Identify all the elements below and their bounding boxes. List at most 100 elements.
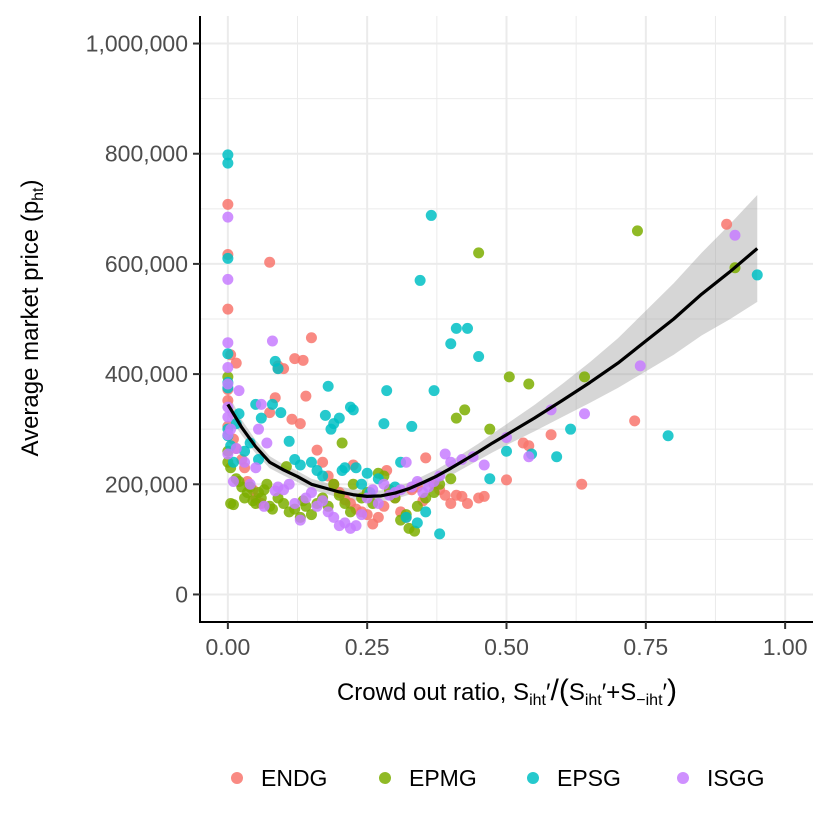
point-isgg	[222, 411, 234, 423]
point-epmg	[503, 371, 515, 383]
point-epsg	[406, 420, 418, 432]
point-isgg	[367, 484, 379, 496]
point-isgg	[255, 398, 267, 410]
point-epsg	[319, 409, 331, 421]
point-epsg	[473, 350, 485, 362]
point-epsg	[411, 517, 423, 529]
point-epmg	[328, 478, 340, 490]
point-isgg	[266, 335, 278, 347]
point-isgg	[523, 451, 535, 463]
x-axis-title-prime3: ′	[663, 679, 668, 706]
point-isgg	[222, 337, 234, 349]
x-axis-title-s1: S	[513, 679, 529, 706]
point-endg	[317, 456, 329, 468]
y-axis-title-sub: ht	[30, 187, 47, 201]
point-isgg	[261, 437, 273, 449]
point-epmg	[261, 478, 273, 490]
legend-label-epmg: EPMG	[409, 765, 477, 791]
point-epsg	[339, 462, 351, 474]
x-axis-title-s3: S	[620, 679, 636, 706]
point-isgg	[227, 476, 239, 488]
point-isgg	[222, 361, 234, 373]
point-epmg	[484, 423, 496, 435]
point-endg	[289, 353, 301, 365]
point-epsg	[501, 445, 512, 457]
x-axis-title-plus: +	[606, 679, 620, 706]
x-axis-title-close: )	[667, 674, 677, 707]
point-isgg	[289, 498, 301, 510]
x-axis-title-prime1: ′	[546, 679, 551, 706]
point-isgg	[250, 462, 262, 474]
point-epsg	[253, 453, 265, 465]
point-endg	[305, 332, 317, 344]
point-isgg	[439, 448, 451, 460]
point-epsg	[381, 385, 393, 397]
point-epsg	[266, 398, 278, 410]
point-epmg	[336, 437, 348, 449]
point-epmg	[227, 499, 239, 511]
point-epsg	[317, 470, 329, 482]
point-endg	[264, 407, 276, 419]
point-endg	[222, 198, 234, 210]
x-axis-ticks: 0.00 0.25 0.50 0.75 1.00	[205, 622, 808, 660]
point-epsg	[565, 423, 577, 435]
point-epsg	[420, 506, 432, 518]
point-endg	[264, 256, 276, 268]
legend-item-epsg: EPSG	[527, 765, 621, 791]
point-epsg	[222, 252, 234, 264]
y-axis-title: Average market price (pht)	[17, 179, 47, 456]
point-endg	[297, 354, 309, 366]
legend-key-isgg	[677, 772, 689, 784]
x-axis-title-sub2: iht	[585, 692, 602, 709]
point-epsg	[294, 459, 306, 471]
point-epsg	[255, 412, 267, 424]
point-isgg	[317, 495, 329, 507]
y-tick-label: 200,000	[105, 471, 188, 497]
legend-item-isgg: ISGG	[677, 765, 765, 791]
point-endg	[501, 474, 512, 486]
point-epsg	[378, 418, 390, 430]
x-axis-title-sub3: −iht	[636, 692, 663, 709]
point-isgg	[258, 500, 270, 512]
point-epmg	[459, 404, 471, 416]
x-tick-label: 0.00	[205, 634, 250, 660]
point-isgg	[579, 408, 591, 420]
y-axis-title-main: Average market price (p	[17, 201, 44, 457]
point-epsg	[275, 407, 287, 419]
y-tick-label: 800,000	[105, 141, 188, 167]
y-axis-ticks: 0 200,000 400,000 600,000 800,000 1,000,000	[86, 31, 200, 607]
point-isgg	[230, 442, 242, 454]
point-epsg	[461, 322, 473, 334]
y-tick-label: 600,000	[105, 251, 188, 277]
point-endg	[420, 452, 432, 464]
point-isgg	[225, 423, 237, 435]
x-tick-label: 1.00	[763, 634, 808, 660]
point-epsg	[450, 322, 462, 334]
x-axis-title-sub1: iht	[529, 692, 546, 709]
series-isgg	[222, 211, 741, 534]
point-isgg	[283, 478, 295, 490]
point-epmg	[445, 473, 457, 485]
point-endg	[576, 478, 588, 490]
point-endg	[294, 418, 306, 430]
point-epmg	[450, 412, 462, 424]
point-epsg	[400, 511, 412, 523]
point-epmg	[523, 378, 535, 390]
point-epsg	[414, 274, 426, 286]
point-epsg	[305, 456, 317, 468]
point-epsg	[350, 462, 362, 474]
legend-key-endg	[231, 772, 243, 784]
point-epmg	[344, 506, 356, 518]
y-tick-label: 1,000,000	[86, 31, 188, 57]
point-epsg	[222, 157, 234, 169]
legend-item-epmg: EPMG	[379, 765, 477, 791]
point-isgg	[222, 448, 234, 460]
x-axis-title-prime2: ′	[602, 679, 607, 706]
point-isgg	[222, 273, 234, 285]
point-endg	[461, 498, 473, 510]
point-epmg	[347, 478, 359, 490]
x-axis-title-s2: S	[569, 679, 585, 706]
point-epsg	[434, 528, 446, 540]
point-epsg	[361, 467, 373, 479]
point-epsg	[333, 412, 345, 424]
